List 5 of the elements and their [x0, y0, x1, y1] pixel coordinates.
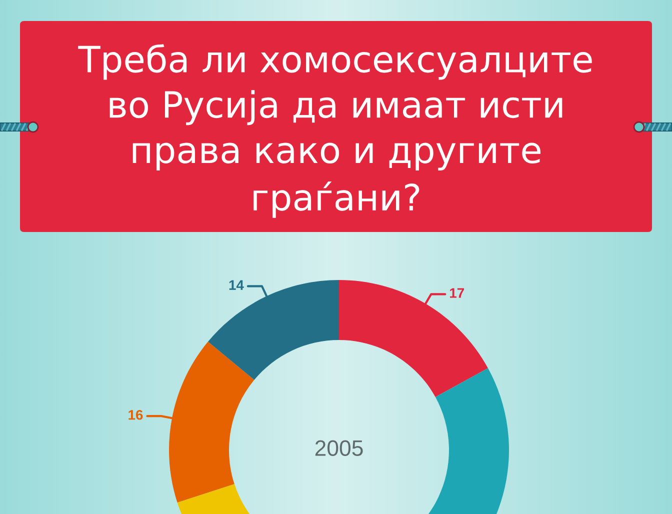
data-label: 14 — [229, 280, 244, 290]
data-label: 16 — [128, 410, 143, 420]
chart-title: Треба ли хомосексуалците во Русија да имаат исти права како и другите граѓани? — [78, 44, 592, 218]
text: 2005 — [315, 440, 363, 456]
data-label: 17 — [450, 288, 464, 298]
